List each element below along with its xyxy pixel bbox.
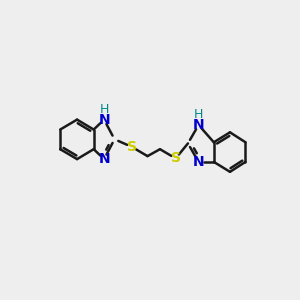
Text: S: S [171,152,181,165]
Text: N: N [193,118,204,132]
Text: H: H [194,108,203,121]
Text: N: N [98,112,110,127]
Text: S: S [127,140,137,154]
Text: N: N [193,155,204,169]
Text: H: H [99,103,109,116]
Text: N: N [98,152,110,166]
